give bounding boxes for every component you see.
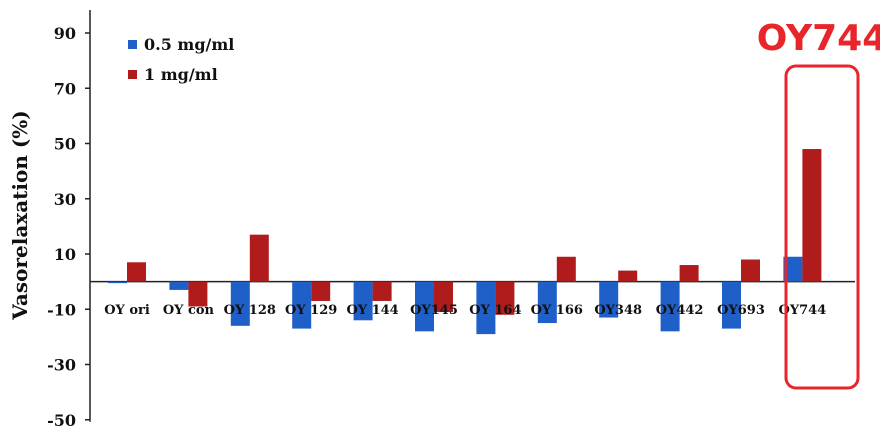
x-category-label: OY con	[163, 303, 215, 318]
bar-1mg-oy144	[372, 281, 392, 301]
x-category-label: OY 128	[224, 303, 276, 318]
bar-0.5mg-oy166	[537, 281, 557, 324]
x-category-label: OY442	[656, 303, 704, 318]
y-axis-label: Vasorelaxation (%)	[8, 110, 32, 321]
highlight-box	[784, 64, 860, 390]
bar-1mg-oy744	[802, 149, 822, 282]
legend-swatch-0.5mg	[128, 40, 137, 49]
bar-0.5mg-oy164	[476, 281, 496, 335]
bar-1mg-oy348	[618, 270, 638, 282]
x-category-label: OY 144	[346, 303, 398, 318]
bar-0.5mg-oy744	[783, 256, 803, 282]
bar-1mg-oy164	[495, 281, 515, 315]
y-tick-label: -30	[47, 356, 76, 375]
bar-1mg-oycon	[188, 281, 208, 307]
x-category-label: OY744	[779, 303, 827, 318]
bars	[108, 149, 822, 335]
bar-0.5mg-oycon	[169, 281, 189, 290]
y-axis-ticks: 90 70 50 30 10 -10 -30 -50	[47, 24, 90, 430]
bar-1mg-oy166	[556, 256, 576, 282]
legend-label-0.5mg: 0.5 mg/ml	[144, 35, 234, 54]
y-tick-label: -50	[47, 411, 76, 430]
legend-label-1mg: 1 mg/ml	[144, 65, 218, 84]
bar-1mg-oy145	[434, 281, 453, 313]
bar-1mg-oy693	[741, 259, 760, 282]
highlight-callout-label: OY744	[757, 18, 880, 59]
bar-0.5mg-oy144	[353, 281, 373, 321]
y-tick-label: 30	[54, 190, 76, 209]
x-category-label: OY348	[594, 303, 642, 318]
category-labels: OY ori OY con OY 128 OY 129 OY 144 OY145 OY 16…	[104, 303, 826, 318]
bar-1mg-oy128	[249, 234, 269, 282]
bar-0.5mg-oy693	[722, 281, 741, 329]
x-category-label: OY 166	[531, 303, 583, 318]
legend-swatch-1mg	[128, 70, 137, 79]
bar-0.5mg-oyori	[108, 281, 127, 284]
y-tick-label: -10	[47, 300, 76, 319]
bar-1mg-oy442	[679, 265, 699, 282]
x-category-label: OY ori	[104, 303, 150, 318]
bar-0.5mg-oy442	[660, 281, 680, 332]
bar-1mg-oyori	[127, 262, 146, 282]
x-category-label: OY145	[410, 303, 458, 318]
bar-0.5mg-oy128	[230, 281, 250, 326]
bar-0.5mg-oy145	[415, 281, 434, 332]
y-tick-label: 70	[54, 79, 76, 98]
bar-0.5mg-oy348	[599, 281, 619, 318]
legend: 0.5 mg/ml 1 mg/ml	[128, 35, 234, 84]
bar-1mg-oy129	[311, 281, 331, 301]
bar-0.5mg-oy129	[292, 281, 312, 329]
x-category-label: OY 164	[469, 303, 521, 318]
y-tick-label: 90	[54, 24, 76, 43]
y-tick-label: 50	[54, 135, 76, 154]
y-tick-label: 10	[54, 245, 76, 264]
x-category-label: OY 129	[285, 303, 337, 318]
x-category-label: OY693	[717, 303, 765, 318]
